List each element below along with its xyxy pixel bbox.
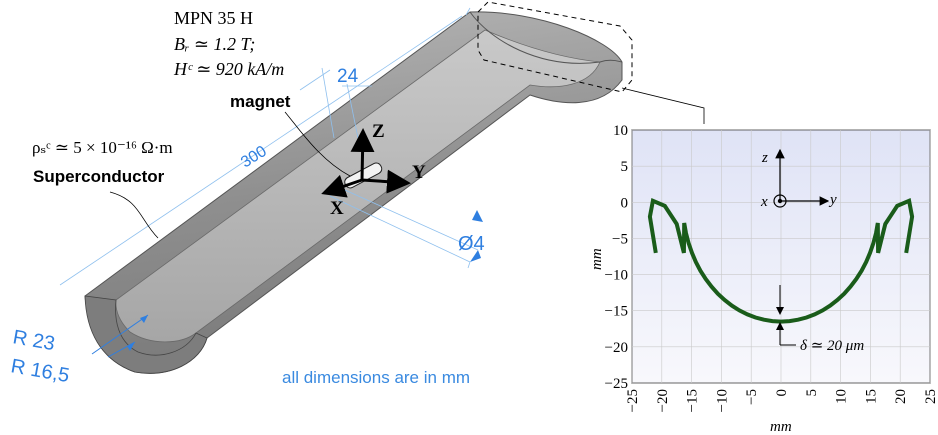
y-tick-label: −10 bbox=[605, 268, 628, 284]
x-tick-label: −15 bbox=[685, 389, 701, 412]
radius-arrow-outer bbox=[140, 315, 148, 323]
axis-y-label: Y bbox=[412, 162, 426, 183]
superconductor-leader bbox=[109, 191, 159, 239]
callout-leader bbox=[621, 87, 705, 124]
plot-ticks: −25 −20 −15 −10 −5 0 5 10 15 20 251050−5−10−15−20−… bbox=[605, 123, 938, 412]
y-tick-label: 0 bbox=[621, 195, 629, 211]
superconductor-label: Superconductor bbox=[33, 167, 165, 186]
material-hc: Hᶜ ≃ 920 kA/m bbox=[173, 59, 284, 79]
cross-section-curve bbox=[647, 197, 915, 324]
all-dims-note: all dimensions are in mm bbox=[282, 368, 470, 387]
x-tick-label: −5 bbox=[744, 389, 760, 405]
cross-section-plot: −25 −20 −15 −10 −5 0 5 10 15 20 251050−5−10−15−20−… bbox=[589, 123, 938, 435]
xyz-axes bbox=[321, 128, 411, 198]
radius-arrow-inner bbox=[127, 342, 135, 351]
x-tick-label: 0 bbox=[774, 389, 790, 397]
y-tick-label: −15 bbox=[605, 304, 628, 320]
x-tick-label: 20 bbox=[893, 389, 909, 404]
x-tick-label: −25 bbox=[625, 389, 641, 412]
y-tick-label: 10 bbox=[613, 123, 628, 139]
plot-ylabel: mm bbox=[589, 248, 605, 270]
x-tick-label: −10 bbox=[714, 389, 730, 412]
trough-model bbox=[84, 11, 623, 374]
axis-x-label: X bbox=[330, 198, 344, 219]
inset-axes bbox=[773, 148, 830, 208]
magnet-leader bbox=[284, 111, 351, 177]
inset-x-label: x bbox=[760, 194, 768, 210]
axis-z-label: Z bbox=[372, 121, 385, 142]
y-tick-label: −25 bbox=[605, 376, 628, 392]
y-tick-label: −5 bbox=[612, 231, 628, 247]
delta-arrows bbox=[776, 285, 796, 346]
x-tick-label: 10 bbox=[834, 389, 850, 404]
magnet-label: magnet bbox=[230, 92, 291, 111]
material-name: MPN 35 H bbox=[174, 8, 253, 28]
x-tick-label: 5 bbox=[804, 389, 820, 397]
material-br: Bᵣ ≃ 1.2 T; bbox=[174, 34, 255, 54]
dim-diameter: Ø4 bbox=[458, 233, 485, 255]
x-tick-label: −20 bbox=[655, 389, 671, 412]
rho-label: ρₛᶜ ≃ 5 × 10⁻¹⁶ Ω·m bbox=[32, 138, 173, 157]
phi-arrows bbox=[470, 210, 483, 262]
delta-label: δ ≃ 20 μm bbox=[800, 338, 864, 354]
inset-y-label: y bbox=[828, 192, 837, 208]
callout-box bbox=[477, 1, 633, 93]
dimension-lines bbox=[59, 7, 479, 286]
x-tick-label: 15 bbox=[863, 389, 879, 404]
plot-xlabel: mm bbox=[770, 419, 792, 435]
dim-width: 24 bbox=[337, 66, 359, 87]
dim-r-outer: R 23 bbox=[11, 326, 56, 355]
y-tick-label: −20 bbox=[605, 340, 628, 356]
dim-r-inner: R 16,5 bbox=[9, 355, 71, 387]
inset-z-label: z bbox=[761, 150, 768, 166]
y-tick-label: 5 bbox=[621, 159, 629, 175]
x-tick-label: 25 bbox=[923, 389, 938, 404]
